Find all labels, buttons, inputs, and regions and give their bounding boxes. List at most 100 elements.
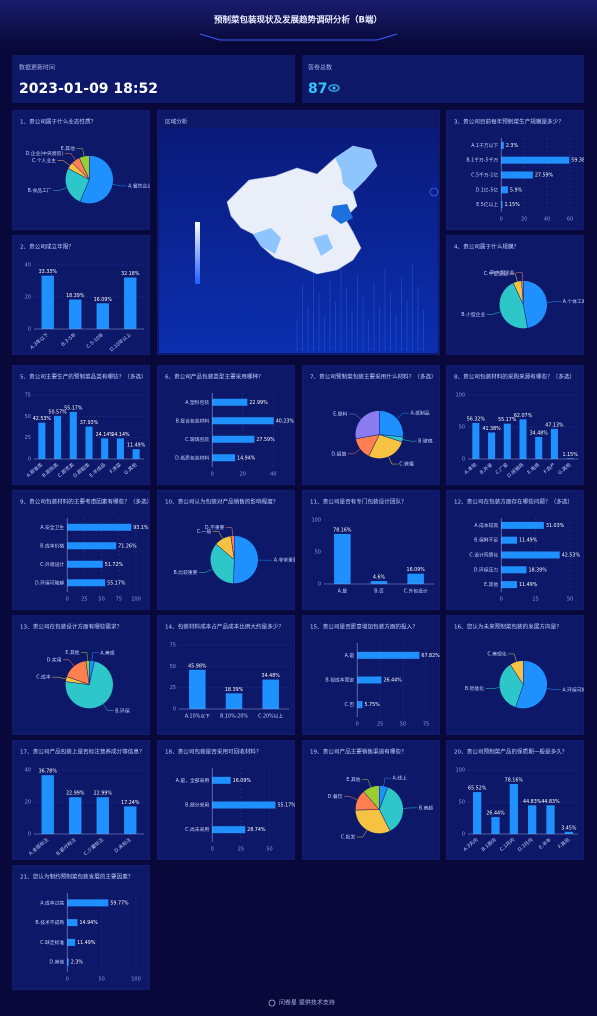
- pie-slice: [355, 809, 391, 834]
- y-tick-label: A.成本过高: [40, 899, 64, 906]
- value-label: 2.3%: [71, 960, 84, 966]
- leader-line: [402, 439, 417, 442]
- y-tick-label: D.纸质包装材料: [175, 454, 209, 461]
- y-tick-label: 40: [25, 263, 31, 269]
- panel-bg: [157, 365, 295, 485]
- slice-label: B.智能化: [465, 685, 484, 692]
- y-tick-label: B.技术不成熟: [35, 919, 64, 926]
- y-tick-label: D.1亿-5亿: [476, 186, 499, 193]
- leader-line: [102, 704, 114, 712]
- value-label: 16.09%: [94, 297, 113, 303]
- bar: [189, 669, 206, 709]
- panel: 0 50 100 A.成本过高 59.77% B.技术不成熟 14.94% C.缺乏标准 11.…: [12, 865, 150, 990]
- y-tick-label: 0: [462, 457, 465, 463]
- x-tick-label: A.是: [338, 589, 348, 595]
- map-region: [253, 228, 281, 254]
- x-tick-label: 100: [131, 977, 141, 983]
- footer-text: 问卷星 提供技术支持: [279, 999, 335, 1007]
- leader-line: [198, 569, 213, 573]
- leader-line: [76, 148, 85, 157]
- x-tick-label: C.外包设计: [404, 588, 428, 595]
- x-tick-label: 0: [500, 597, 503, 603]
- value-label: 33.33%: [39, 269, 58, 275]
- panel: 0 25 50 75 100 A.安全卫生 93.1% B.成本价格 71.26% C.外观设计 5…: [12, 490, 150, 610]
- y-tick-label: A.是: [345, 653, 355, 659]
- bar: [212, 801, 276, 809]
- slice-label: A.环保可降解: [562, 686, 591, 693]
- x-tick-label: 0: [66, 977, 69, 983]
- bar: [519, 419, 527, 459]
- y-tick-label: C.尚未采用: [185, 826, 209, 833]
- bar: [407, 573, 424, 584]
- leader-line: [347, 448, 361, 455]
- leader-line: [212, 531, 223, 539]
- bar: [69, 299, 82, 329]
- y-tick-label: B.复合包装材料: [176, 417, 210, 424]
- y-tick-label: E.5亿以上: [476, 201, 498, 208]
- leader-line: [546, 688, 561, 691]
- panel: 0 25 50 75 45.98% A.10%以下 18.39% B.10%-20% 34.48…: [157, 615, 295, 735]
- card: [12, 55, 295, 103]
- bar: [67, 919, 78, 927]
- panel-grid: A.餐饮企业B.食品工厂C.个人业主D.企业(中央厨房)E.其他1、贵公司属于什…: [12, 110, 591, 990]
- y-tick-label: C.设计同质化: [469, 552, 498, 559]
- value-label: 78.16%: [333, 527, 352, 533]
- pie-slice: [379, 410, 404, 438]
- bar: [501, 581, 518, 589]
- pie-slice: [355, 410, 380, 440]
- slice-label: D.大型企业: [490, 269, 515, 276]
- value-label: 24.14%: [96, 432, 115, 438]
- y-tick-label: 100: [455, 768, 465, 774]
- value-label: 14.94%: [237, 455, 256, 461]
- slice-label: A.线上: [393, 775, 408, 782]
- value-label: 27.59%: [535, 173, 554, 179]
- bar: [509, 783, 518, 834]
- leader-line: [53, 187, 67, 191]
- bar: [67, 560, 103, 568]
- y-tick-label: D.环保压力: [474, 566, 499, 573]
- y-tick-label: B.成本价格: [40, 542, 64, 549]
- panel-title: 1、贵公司属于什么业态性质？: [20, 118, 96, 126]
- bar: [535, 436, 543, 459]
- bar: [69, 797, 82, 834]
- pie-slice: [499, 282, 528, 329]
- leader-line: [485, 687, 500, 689]
- panel: 0 50 100 78.16% A.是 4.6% B.否 16.09% C.外包设计 11、贵公司…: [302, 490, 440, 610]
- panel: A.环保可降解 B.智能化 C.美观化 16、您认为未来预制菜包装的发展方向是？: [446, 615, 591, 735]
- bar: [262, 679, 279, 709]
- y-tick-label: 75: [170, 643, 176, 649]
- value-label: 65.52%: [468, 786, 487, 792]
- panel: 0 25 50 75 A.是 67.82% B.视成本而定 26.44% C.否 5.75% 15、…: [302, 615, 440, 735]
- value-label: 55.17%: [498, 417, 517, 423]
- y-tick-label: 20: [25, 295, 31, 301]
- panel-title: 7、贵公司预制菜包装主要采用什么材料？（多选）: [310, 373, 437, 381]
- panel-bg: [12, 865, 150, 990]
- x-tick-label: B.否: [374, 589, 384, 595]
- value-label: 42.53%: [562, 553, 581, 559]
- value-label: 59.77%: [110, 900, 129, 906]
- bar: [132, 449, 140, 459]
- y-tick-label: 100: [311, 518, 321, 524]
- leader-line: [344, 796, 358, 801]
- panel-bg: [12, 365, 150, 485]
- bar: [67, 579, 106, 587]
- y-tick-label: C.否: [345, 702, 355, 708]
- y-tick-label: B.部分采用: [185, 802, 209, 809]
- value-label: 11.49%: [77, 940, 96, 946]
- x-tick-label: 25: [532, 597, 538, 603]
- bar: [212, 776, 231, 784]
- value-label: 2.3%: [506, 143, 519, 149]
- leader-line: [64, 153, 76, 161]
- slice-label: A.纸制品: [410, 410, 429, 417]
- leader-line: [63, 659, 75, 667]
- eye-icon[interactable]: [328, 84, 340, 92]
- value-label: 78.16%: [505, 777, 524, 783]
- y-tick-label: E.其他: [484, 581, 498, 588]
- pie-slice: [363, 785, 380, 811]
- x-tick-label: 50: [567, 597, 573, 603]
- map-region: [331, 204, 353, 224]
- pie-slice: [79, 155, 114, 204]
- value-label: 18.39%: [225, 687, 244, 693]
- pie-slice: [65, 660, 114, 709]
- bar: [501, 201, 503, 209]
